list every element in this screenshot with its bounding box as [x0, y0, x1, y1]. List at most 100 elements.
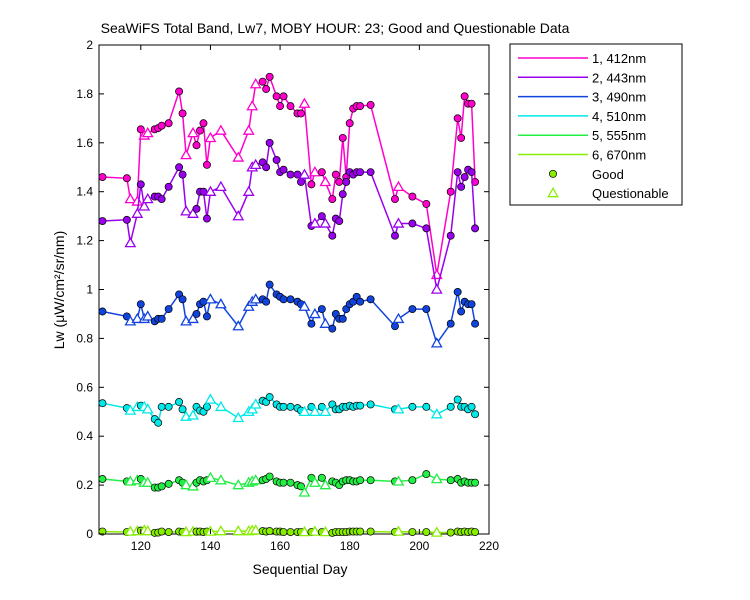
- data-point-good: [279, 528, 288, 536]
- data-point-questionable: [308, 525, 321, 536]
- data-point-questionable: [308, 476, 321, 487]
- data-point-good: [366, 476, 375, 485]
- data-point-good: [335, 177, 344, 186]
- axis-ticks: 0 0.2 0.4 0.6 0.8 1 1.2 1.4 1.6 1.8 2 120 140 160 180 2…: [76, 38, 499, 553]
- legend-label: 3, 490nm: [592, 90, 646, 105]
- data-point-good: [164, 528, 173, 536]
- data-point-good: [175, 163, 184, 172]
- data-point-questionable: [141, 403, 154, 414]
- legend-label: 6, 670nm: [592, 148, 646, 163]
- data-point-good: [453, 114, 462, 123]
- data-point-good: [262, 85, 271, 93]
- data-point-questionable: [392, 475, 405, 486]
- data-point-good: [460, 92, 469, 101]
- data-point-questionable: [141, 476, 154, 487]
- y-tick-label: 0: [86, 527, 93, 541]
- data-point-good: [265, 138, 274, 147]
- data-point-good: [471, 528, 480, 536]
- data-point-good: [338, 190, 347, 199]
- y-tick-label: 1.2: [76, 234, 93, 248]
- data-point-questionable: [430, 472, 443, 484]
- data-point-good: [317, 212, 326, 221]
- plot-area: [98, 44, 490, 537]
- data-point-questionable: [242, 185, 255, 196]
- data-point-good: [328, 231, 337, 240]
- data-point-good: [408, 528, 417, 536]
- x-tick-label: 140: [200, 539, 220, 553]
- data-point-good: [356, 401, 365, 410]
- x-tick-label: 160: [270, 539, 290, 553]
- data-point-questionable: [180, 148, 192, 160]
- data-point-good: [178, 170, 187, 179]
- data-point-questionable: [204, 471, 217, 483]
- data-point-good: [258, 77, 267, 86]
- data-point-good: [317, 473, 326, 482]
- data-point-questionable: [232, 210, 245, 221]
- data-point-good: [202, 214, 211, 223]
- data-point-good: [98, 217, 107, 225]
- y-axis-label: Lw (μW/cm²/sr/nm): [51, 231, 67, 350]
- data-point-good: [262, 297, 271, 306]
- data-point-good: [408, 402, 417, 411]
- data-point-good: [157, 121, 166, 130]
- series-3: [98, 280, 480, 348]
- data-point-good: [98, 399, 107, 408]
- data-point-questionable: [124, 236, 137, 248]
- data-point-good: [391, 231, 399, 240]
- data-point-questionable: [392, 403, 405, 414]
- data-point-good: [202, 160, 211, 169]
- data-point-good: [422, 305, 431, 314]
- data-point-questionable: [214, 524, 227, 536]
- data-point-questionable: [298, 405, 311, 417]
- y-tick-label: 1.6: [76, 136, 93, 150]
- data-point-good: [286, 170, 295, 179]
- data-point-questionable: [249, 158, 262, 170]
- data-point-questionable: [319, 405, 332, 417]
- data-point-good: [467, 168, 476, 177]
- data-point-good: [471, 478, 480, 487]
- series-4: [98, 393, 480, 427]
- data-point-questionable: [249, 398, 262, 409]
- data-point-good: [199, 119, 208, 128]
- data-point-good: [422, 199, 431, 208]
- data-point-questionable: [187, 207, 199, 218]
- data-point-good: [265, 280, 274, 289]
- y-tick-label: 0.6: [76, 380, 93, 394]
- data-point-questionable: [180, 205, 192, 216]
- x-tick-label: 120: [131, 539, 151, 553]
- data-point-good: [453, 287, 462, 296]
- data-point-good: [338, 314, 347, 323]
- data-point-questionable: [246, 403, 259, 414]
- data-point-questionable: [308, 405, 321, 417]
- data-point-good: [408, 305, 417, 314]
- data-point-questionable: [298, 97, 311, 108]
- data-point-questionable: [298, 486, 311, 497]
- data-point-good: [446, 402, 455, 411]
- data-point-good: [136, 180, 145, 189]
- data-point-good: [356, 476, 365, 485]
- y-tick-label: 1: [86, 283, 93, 297]
- data-point-questionable: [214, 400, 227, 412]
- legend-label: 4, 510nm: [592, 109, 646, 124]
- data-point-questionable: [131, 312, 144, 324]
- data-point-questionable: [242, 300, 255, 311]
- series-5: [98, 470, 480, 497]
- x-tick-label: 180: [340, 539, 360, 553]
- data-point-good: [471, 410, 480, 419]
- data-point-questionable: [232, 411, 245, 423]
- data-point-questionable: [319, 478, 332, 490]
- data-point-questionable: [242, 124, 255, 135]
- data-point-good: [366, 527, 375, 536]
- series-1: [98, 72, 480, 280]
- data-point-good: [446, 319, 455, 328]
- data-point-good: [317, 168, 326, 177]
- data-point-questionable: [392, 217, 405, 228]
- data-point-good: [178, 295, 187, 304]
- data-point-good: [286, 478, 295, 487]
- data-point-good: [356, 527, 365, 536]
- data-point-questionable: [298, 525, 311, 537]
- data-point-good: [279, 402, 288, 411]
- data-point-questionable: [141, 126, 154, 138]
- data-point-questionable: [430, 526, 443, 537]
